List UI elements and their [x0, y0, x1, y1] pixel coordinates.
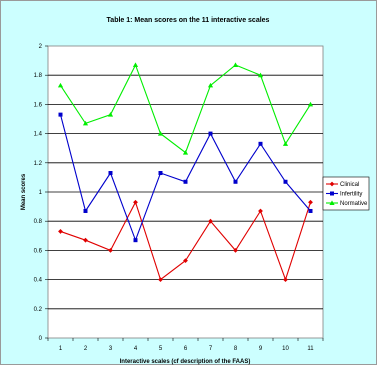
legend-label-clinical: Clinical	[340, 182, 359, 188]
x-tick-label: 5	[159, 346, 163, 352]
data-point-infertility	[233, 179, 238, 184]
data-point-infertility	[58, 112, 63, 117]
y-axis-label: Mean scores	[21, 173, 27, 210]
legend-marker-clinical	[329, 181, 335, 187]
data-point-clinical	[258, 208, 263, 214]
y-tick-label: 1.8	[34, 73, 43, 79]
series-clinical	[58, 199, 313, 282]
data-point-infertility	[208, 131, 213, 136]
x-axis-ticks: 1 2 3 4 5 6 7 8 9 10 11	[47, 338, 324, 352]
series-infertility	[58, 112, 313, 243]
chart-title: Table 1: Mean scores on the 11 interacti…	[107, 17, 270, 24]
legend-marker-normative	[329, 200, 335, 205]
data-point-infertility	[183, 179, 188, 184]
x-tick-label: 8	[234, 346, 238, 352]
data-point-clinical	[283, 277, 288, 282]
data-point-clinical	[233, 248, 238, 253]
y-tick-label: 2	[39, 44, 43, 50]
data-point-normative	[132, 62, 139, 67]
data-point-clinical	[308, 199, 313, 205]
x-tick-label: 4	[134, 346, 138, 352]
data-point-normative	[182, 149, 189, 155]
data-point-normative	[107, 112, 114, 117]
x-tick-label: 3	[109, 346, 113, 352]
y-tick-label: 0.6	[34, 248, 43, 254]
data-point-clinical	[208, 218, 213, 224]
x-tick-label: 9	[259, 346, 263, 352]
y-tick-label: 0.2	[34, 307, 43, 313]
legend-label-infertility: Infertility	[340, 192, 362, 198]
x-tick-label: 2	[84, 346, 88, 352]
legend: Clinical Infertility Normative	[322, 176, 370, 211]
data-point-normative	[207, 82, 214, 88]
y-tick-label: 1.6	[34, 102, 43, 108]
data-point-normative	[282, 141, 289, 146]
legend-marker-infertility	[330, 191, 334, 196]
data-point-normative	[57, 82, 64, 88]
x-tick-label: 11	[307, 346, 314, 352]
y-tick-label: 0.8	[34, 219, 43, 225]
data-point-normative	[307, 101, 314, 107]
data-point-infertility	[258, 141, 263, 146]
x-axis-label: Interactive scales (cf description of th…	[120, 359, 251, 365]
data-point-clinical	[183, 258, 188, 264]
data-point-normative	[157, 131, 164, 136]
x-tick-label: 10	[282, 346, 289, 352]
data-point-normative	[257, 72, 264, 78]
data-point-infertility	[108, 171, 113, 176]
x-tick-label: 6	[184, 346, 188, 352]
data-point-infertility	[158, 171, 163, 176]
data-point-clinical	[83, 237, 88, 243]
data-point-infertility	[283, 179, 288, 184]
data-point-infertility	[133, 238, 138, 243]
series-normative	[57, 62, 314, 155]
data-point-clinical	[58, 229, 63, 234]
y-tick-label: 1.4	[34, 132, 43, 138]
data-point-infertility	[83, 208, 88, 213]
y-tick-label: 1.2	[34, 161, 43, 167]
data-point-clinical	[108, 248, 113, 253]
data-point-clinical	[158, 277, 163, 282]
data-point-clinical	[133, 199, 138, 205]
y-tick-label: 0.4	[34, 278, 43, 284]
series-layer	[57, 62, 314, 282]
x-tick-label: 1	[59, 346, 63, 352]
y-axis-ticks: 0 0.2 0.4 0.6 0.8 1 1.2 1.4 1.6 1.8 2	[34, 44, 48, 342]
y-tick-label: 0	[39, 336, 43, 342]
x-tick-label: 7	[209, 346, 213, 352]
y-tick-label: 1	[39, 190, 43, 196]
data-point-normative	[232, 62, 239, 67]
gridlines	[48, 74, 323, 310]
data-point-normative	[82, 120, 89, 126]
legend-label-normative: Normative	[340, 201, 368, 207]
data-point-infertility	[308, 208, 313, 213]
